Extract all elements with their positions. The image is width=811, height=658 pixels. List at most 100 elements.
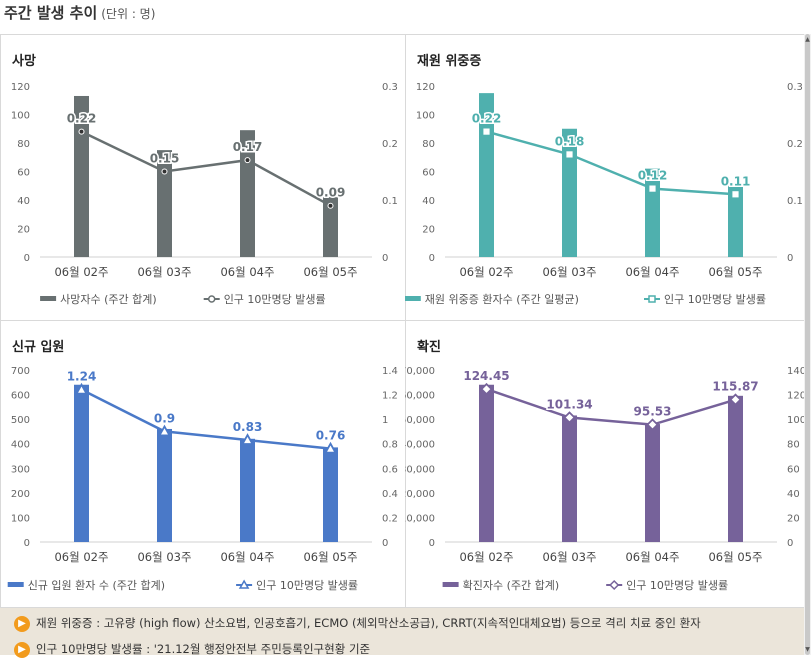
y-tick-right-label: 140 <box>787 366 805 377</box>
y-tick-left-label: 400 <box>11 440 30 451</box>
rate-data-label: 0.15 <box>150 152 180 166</box>
x-tick-label: 06월 04주 <box>220 550 274 564</box>
y-tick-left-label: 120 <box>11 82 30 93</box>
y-tick-left-label: 100 <box>11 513 30 524</box>
x-tick-label: 06월 03주 <box>137 265 191 279</box>
rate-line <box>80 130 332 207</box>
x-tick-label: 06월 02주 <box>459 265 513 279</box>
y-tick-left-label: 50,000 <box>405 415 435 426</box>
severe-chart: 0 20 40 60 80 100 120 0 0.1 0.2 0.3 06월 02주 06월 03주 0… <box>405 82 803 306</box>
bar <box>323 447 338 542</box>
y-tick-right-label: 0 <box>787 253 793 264</box>
panel-title: 재원 위중증 <box>417 54 482 69</box>
y-tick-left-label: 300 <box>11 464 30 475</box>
y-tick-left-label: 40,000 <box>405 440 435 451</box>
legend-marker <box>238 579 250 589</box>
rate-marker <box>564 149 575 160</box>
panel-title: 신규 입원 <box>12 340 65 355</box>
y-tick-left-label: 20,000 <box>405 489 435 500</box>
legend-label-line: 인구 10만명당 발생률 <box>256 579 358 592</box>
speaker-icon: ▶ <box>14 641 30 658</box>
scroll-up-icon[interactable]: ▲ <box>805 36 810 43</box>
legend-label-bar: 확진자수 (주간 합계) <box>463 579 560 592</box>
chart-grid-frame <box>0 34 809 608</box>
x-tick-label: 06월 03주 <box>137 550 191 564</box>
confirmed-panel: 확진 0 10,000 20,000 30,000 40,000 50,000 60,000… <box>405 320 805 608</box>
admissions-panel: 신규 입원 0 100 200 300 400 500 600 700 0 0.2 0.4 0.6 0.… <box>0 320 405 608</box>
panel-title: 확진 <box>417 340 441 355</box>
rate-data-label: 0.17 <box>233 140 263 154</box>
rate-line <box>486 387 736 426</box>
admissions-chart: 0 100 200 300 400 500 600 700 0 0.2 0.4 0.6 0.8 1 1.2 1… <box>7 366 398 592</box>
y-tick-left-label: 60 <box>17 168 30 179</box>
y-tick-left-label: 120 <box>416 82 435 93</box>
y-tick-right-label: 80 <box>787 440 800 451</box>
y-tick-left-label: 70,000 <box>405 366 435 377</box>
rate-data-label: 0.22 <box>472 112 502 126</box>
x-tick-label: 06월 02주 <box>459 550 513 564</box>
x-tick-label: 06월 03주 <box>542 265 596 279</box>
bar <box>323 197 338 257</box>
rate-marker <box>481 126 492 137</box>
y-tick-left-label: 700 <box>11 366 30 377</box>
rate-data-label: 101.34 <box>546 397 592 411</box>
rate-marker <box>240 433 255 445</box>
y-tick-left-label: 10,000 <box>405 513 435 524</box>
y-tick-right-label: 0.2 <box>382 513 398 524</box>
y-tick-left-label: 40 <box>17 196 30 207</box>
y-tick-right-label: 0.2 <box>382 139 398 150</box>
note-item: ▶ 인구 10만명당 발생률 : '21.12월 행정안전부 주민등록인구현황 기… <box>14 641 370 658</box>
scroll-down-icon[interactable]: ▼ <box>805 646 810 653</box>
x-tick-label: 06월 05주 <box>708 265 762 279</box>
rate-data-label: 0.11 <box>721 174 751 188</box>
bar <box>157 150 172 257</box>
bar <box>74 95 89 257</box>
y-tick-left-label: 500 <box>11 415 30 426</box>
rate-data-label: 0.9 <box>154 411 175 425</box>
rate-marker-dot <box>245 158 250 163</box>
legend-marker <box>207 295 216 303</box>
note-text: 인구 10만명당 발생률 : '21.12월 행정안전부 주민등록인구현황 기준 <box>36 642 371 656</box>
rate-marker <box>563 411 576 424</box>
y-tick-right-label: 0.1 <box>787 196 803 207</box>
rate-marker <box>74 382 89 395</box>
bar <box>562 128 577 257</box>
y-tick-right-label: 0.1 <box>382 196 398 207</box>
page-title: 주간 발생 추이 (단위 : 명) <box>4 2 155 23</box>
bar <box>479 384 494 542</box>
y-tick-right-label: 60 <box>787 464 800 475</box>
scrollbar-thumb[interactable] <box>805 34 810 655</box>
scrollbar[interactable] <box>804 34 811 655</box>
y-tick-right-label: 0.3 <box>787 82 803 93</box>
y-tick-left-label: 40 <box>422 196 435 207</box>
y-tick-left-label: 80 <box>17 139 30 150</box>
y-tick-right-label: 0.4 <box>382 489 398 500</box>
rate-data-label: 0.12 <box>638 169 668 183</box>
legend-label-bar: 신규 입원 환자 수 (주간 합계) <box>28 579 165 592</box>
y-tick-left-label: 100 <box>11 111 30 122</box>
y-tick-right-label: 20 <box>787 513 800 524</box>
bar <box>562 415 577 542</box>
x-tick-label: 06월 04주 <box>625 265 679 279</box>
y-tick-right-label: 0 <box>382 538 388 549</box>
bar <box>645 424 660 542</box>
panel-divider-horizontal <box>0 320 809 321</box>
legend-label-line: 인구 10만명당 발생률 <box>664 293 766 306</box>
rate-line <box>80 388 331 450</box>
rate-marker <box>157 424 172 437</box>
rate-marker-dot <box>328 203 333 208</box>
rate-marker-dot <box>79 129 84 134</box>
y-tick-left-label: 100 <box>416 111 435 122</box>
rate-data-label: 0.09 <box>316 186 346 200</box>
y-tick-left-label: 0 <box>24 253 30 264</box>
rate-data-label: 95.53 <box>634 405 672 419</box>
rate-data-label: 124.45 <box>463 369 509 383</box>
x-tick-label: 06월 05주 <box>303 550 357 564</box>
y-tick-right-label: 120 <box>787 391 805 402</box>
deaths-panel: 사망 0 20 40 60 80 100 120 0 0.1 0.2 0.3 06월 02주 06월 0… <box>0 34 405 320</box>
y-tick-left-label: 80 <box>422 139 435 150</box>
note-text: 재원 위중증 : 고유량 (high flow) 산소요법, 인공호흡기, EC… <box>36 616 701 630</box>
legend-label-line: 인구 10만명당 발생률 <box>626 579 728 592</box>
rate-marker <box>480 382 493 396</box>
bar <box>240 438 255 542</box>
